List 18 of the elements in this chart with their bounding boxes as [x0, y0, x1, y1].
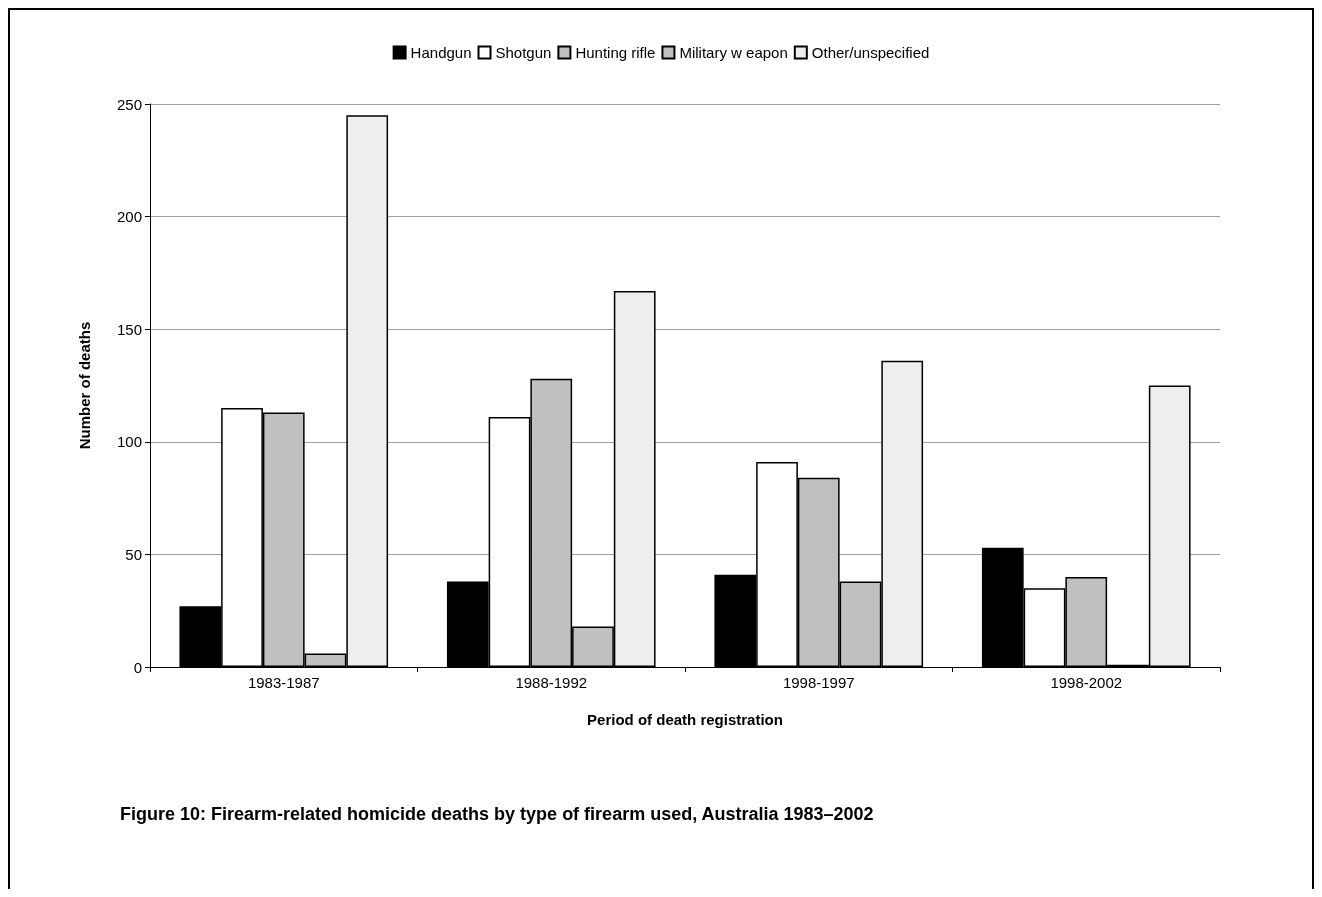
y-axis-title: Number of deaths	[76, 321, 93, 450]
y-tick-label: 200	[116, 208, 142, 226]
legend-label: Military w eapon	[679, 44, 788, 61]
legend-label: Shotgun	[495, 44, 552, 61]
x-tick-label: 1998-2002	[1050, 674, 1123, 691]
y-tick-label: 100	[116, 433, 142, 451]
y-tick-label: 50	[125, 545, 142, 563]
legend-label: Handgun	[410, 44, 472, 61]
y-tick-label: 0	[133, 658, 142, 676]
legend-label: Other/unspecified	[811, 44, 930, 61]
text: Figure 10: Firearm-related homicide deaths by type of firearm used, Australia 1983–2002	[120, 804, 874, 824]
y-tick-label: 250	[116, 95, 142, 113]
x-tick-label: 1988-1992	[515, 674, 588, 691]
x-tick-label: 1983-1987	[247, 674, 320, 691]
x-axis-title: Period of death registration	[587, 711, 783, 728]
x-tick-label: 1998-1997	[782, 674, 855, 691]
legend-label: Hunting rifle	[575, 44, 656, 61]
y-tick-label: 150	[116, 320, 142, 338]
